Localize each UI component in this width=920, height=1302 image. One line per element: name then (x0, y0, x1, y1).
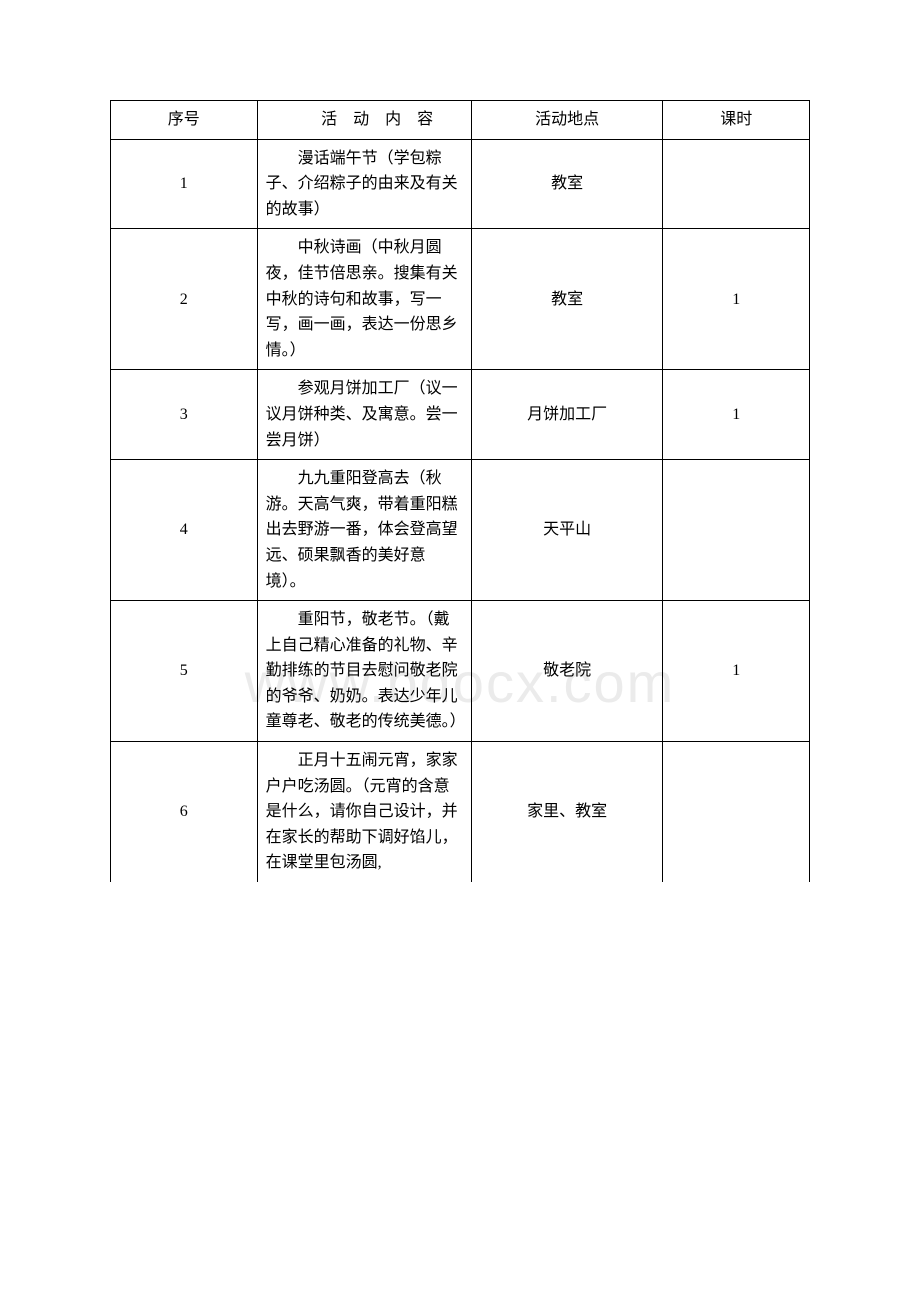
cell-content: 重阳节，敬老节。（戴上自己精心准备的礼物、辛勤排练的节目去慰问敬老院的爷爷、奶奶… (257, 601, 471, 742)
cell-location: 教室 (471, 229, 663, 370)
header-id: 序号 (111, 101, 258, 140)
cell-location: 敬老院 (471, 601, 663, 742)
header-hours: 课时 (663, 101, 810, 140)
cell-hours (663, 139, 810, 229)
cell-id: 4 (111, 460, 258, 601)
cell-id: 2 (111, 229, 258, 370)
table-row: 6 正月十五闹元宵，家家户户吃汤圆。（元宵的含意是什么，请你自己设计，并在家长的… (111, 742, 810, 882)
table-row: 2 中秋诗画（中秋月圆夜，佳节倍思亲。搜集有关中秋的诗句和故事，写一写，画一画，… (111, 229, 810, 370)
table-row: 4 九九重阳登高去（秋游。天高气爽，带着重阳糕出去野游一番，体会登高望远、硕果飘… (111, 460, 810, 601)
cell-content: 正月十五闹元宵，家家户户吃汤圆。（元宵的含意是什么，请你自己设计，并在家长的帮助… (257, 742, 471, 882)
cell-content: 九九重阳登高去（秋游。天高气爽，带着重阳糕出去野游一番，体会登高望远、硕果飘香的… (257, 460, 471, 601)
table-row: 1 漫话端午节（学包粽子、介绍粽子的由来及有关的故事） 教室 (111, 139, 810, 229)
header-content: 活 动 内 容 (257, 101, 471, 140)
cell-location: 天平山 (471, 460, 663, 601)
cell-location: 月饼加工厂 (471, 370, 663, 460)
cell-content: 漫话端午节（学包粽子、介绍粽子的由来及有关的故事） (257, 139, 471, 229)
table-header-row: 序号 活 动 内 容 活动地点 课时 (111, 101, 810, 140)
cell-hours (663, 460, 810, 601)
cell-hours (663, 742, 810, 882)
cell-content: 中秋诗画（中秋月圆夜，佳节倍思亲。搜集有关中秋的诗句和故事，写一写，画一画，表达… (257, 229, 471, 370)
cell-hours: 1 (663, 601, 810, 742)
header-location: 活动地点 (471, 101, 663, 140)
cell-location: 教室 (471, 139, 663, 229)
cell-id: 6 (111, 742, 258, 882)
cell-id: 3 (111, 370, 258, 460)
cell-id: 1 (111, 139, 258, 229)
cell-hours: 1 (663, 370, 810, 460)
cell-content: 参观月饼加工厂（议一议月饼种类、及寓意。尝一尝月饼） (257, 370, 471, 460)
cell-location: 家里、教室 (471, 742, 663, 882)
cell-id: 5 (111, 601, 258, 742)
table-row: 3 参观月饼加工厂（议一议月饼种类、及寓意。尝一尝月饼） 月饼加工厂 1 (111, 370, 810, 460)
table-row: 5 重阳节，敬老节。（戴上自己精心准备的礼物、辛勤排练的节目去慰问敬老院的爷爷、… (111, 601, 810, 742)
activity-table: 序号 活 动 内 容 活动地点 课时 1 漫话端午节（学包粽子、介绍粽子的由来及… (110, 100, 810, 882)
cell-hours: 1 (663, 229, 810, 370)
